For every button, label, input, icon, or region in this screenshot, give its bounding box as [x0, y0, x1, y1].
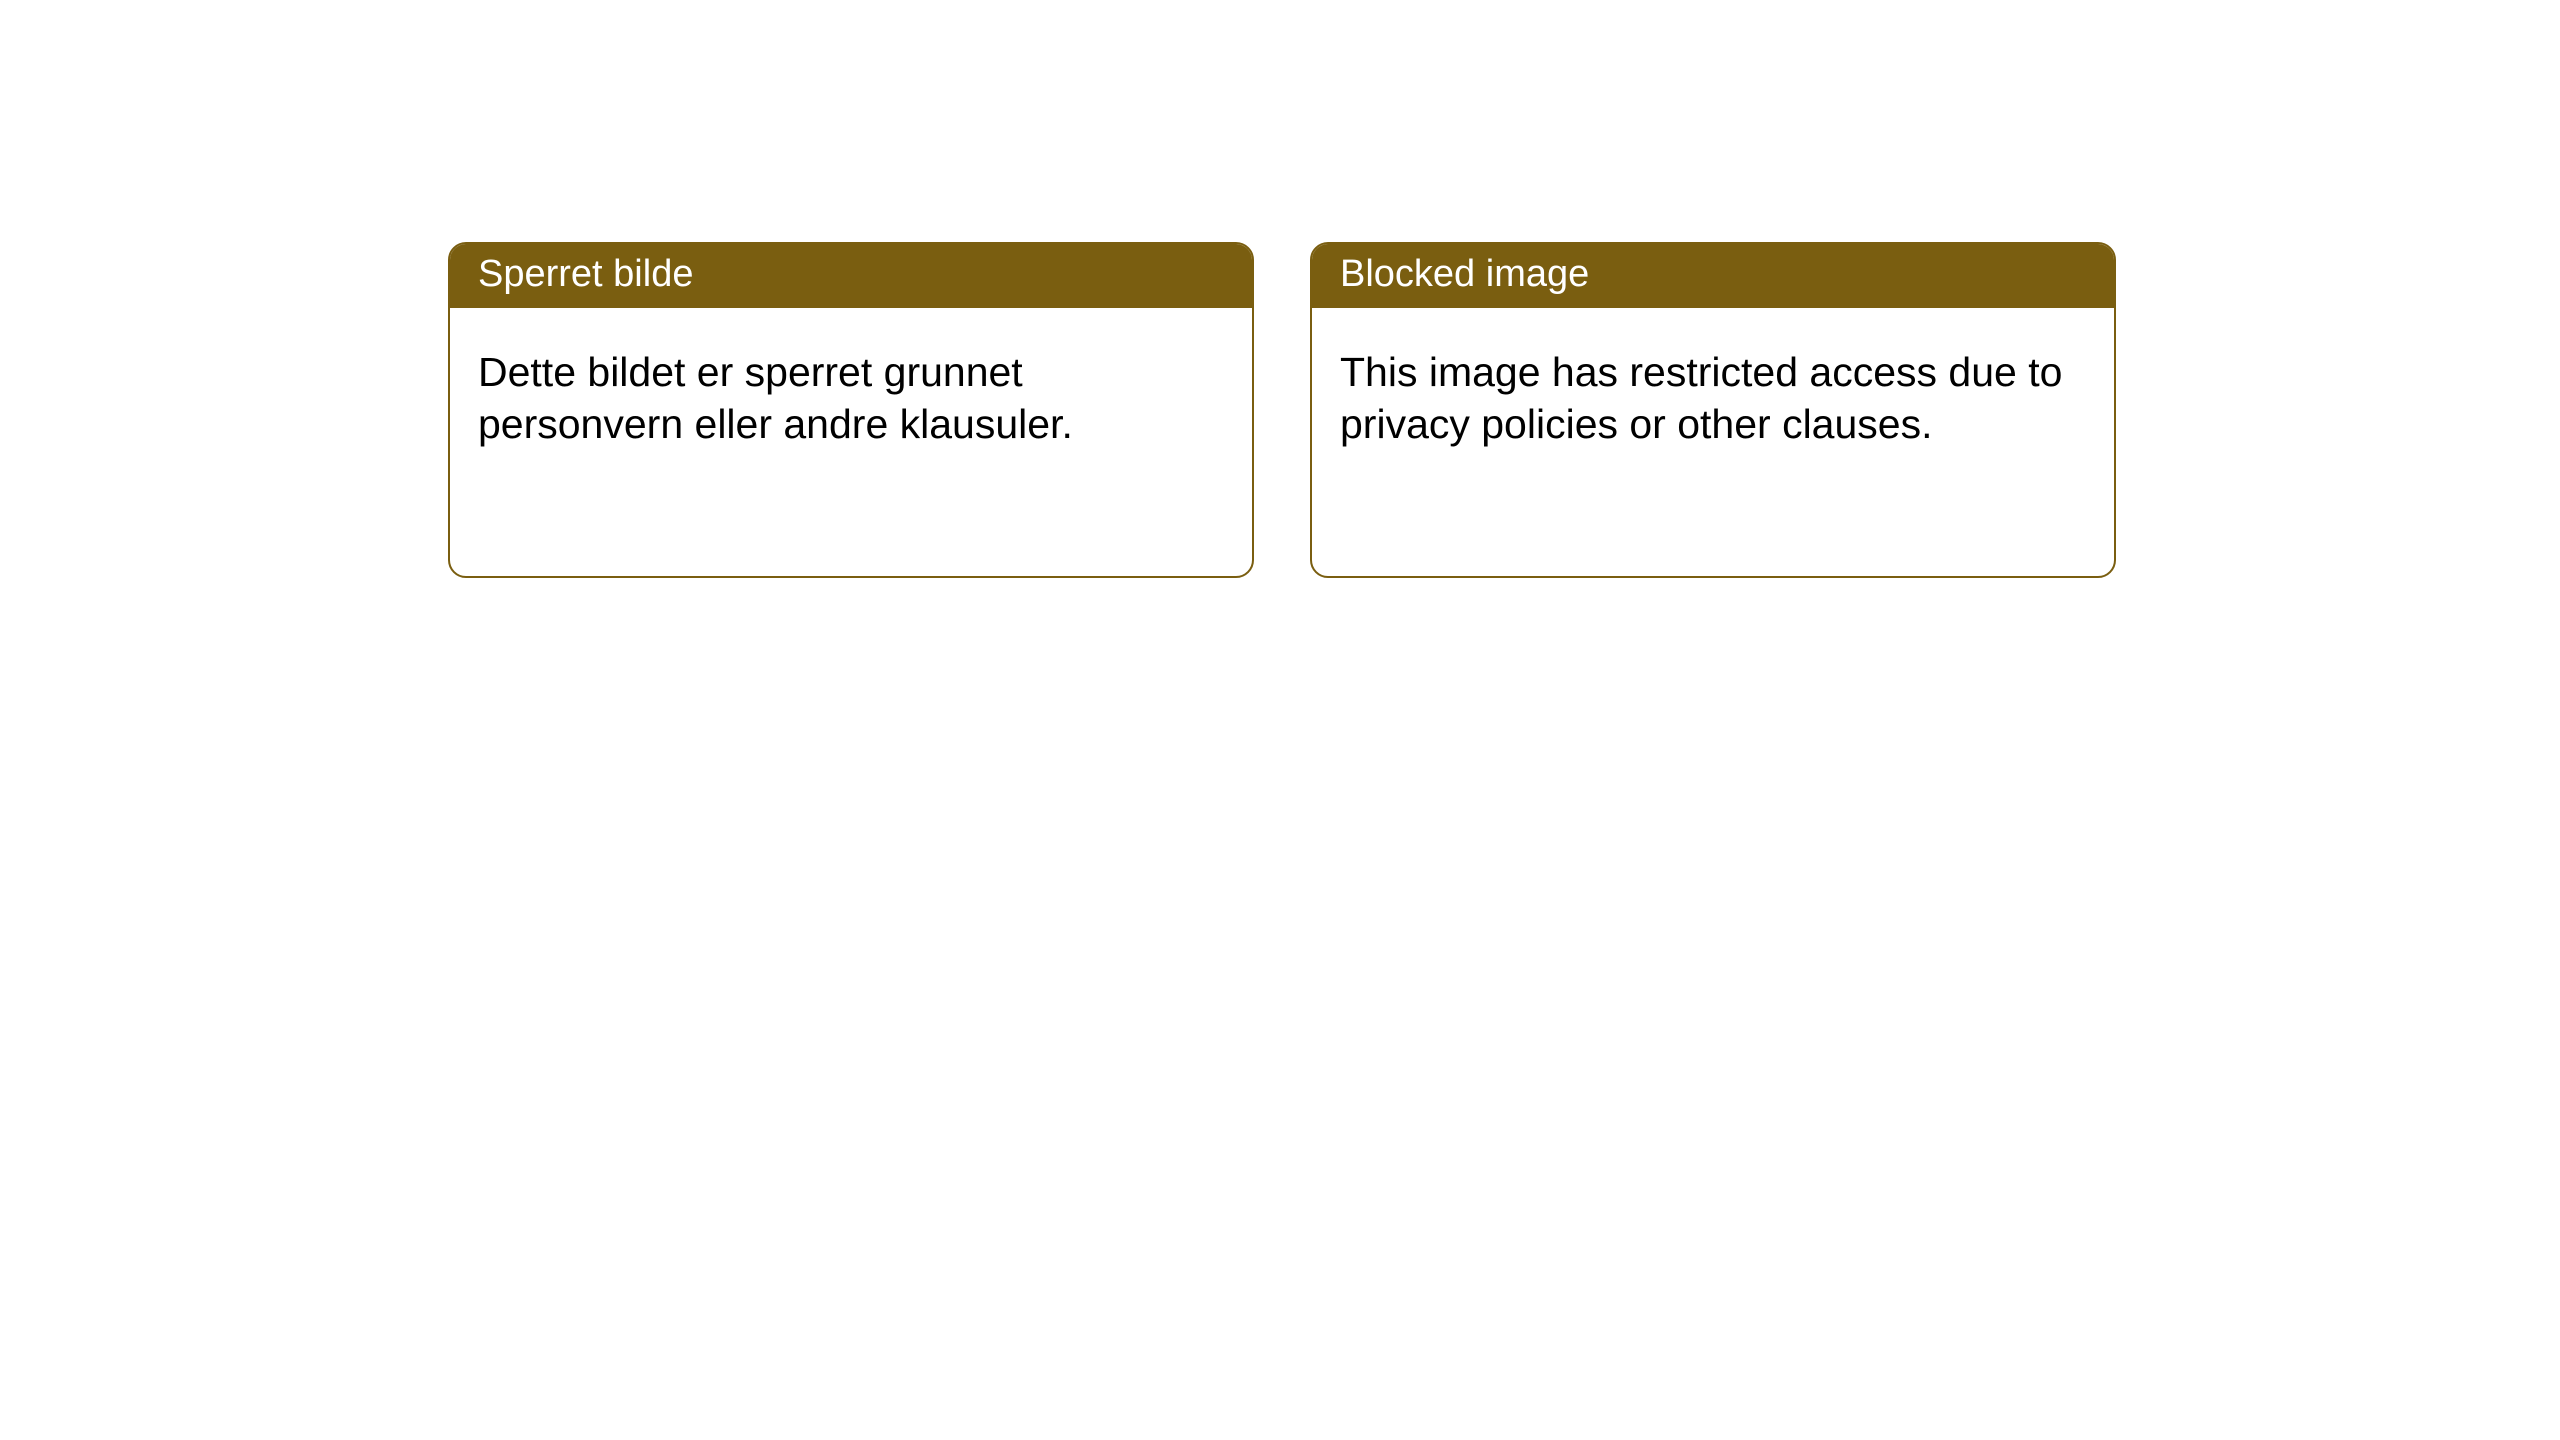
notice-header: Blocked image	[1312, 244, 2114, 308]
notice-container: Sperret bilde Dette bildet er sperret gr…	[0, 0, 2560, 578]
notice-box-english: Blocked image This image has restricted …	[1310, 242, 2116, 578]
notice-body: Dette bildet er sperret grunnet personve…	[450, 308, 1252, 479]
notice-box-norwegian: Sperret bilde Dette bildet er sperret gr…	[448, 242, 1254, 578]
notice-header: Sperret bilde	[450, 244, 1252, 308]
notice-body: This image has restricted access due to …	[1312, 308, 2114, 479]
